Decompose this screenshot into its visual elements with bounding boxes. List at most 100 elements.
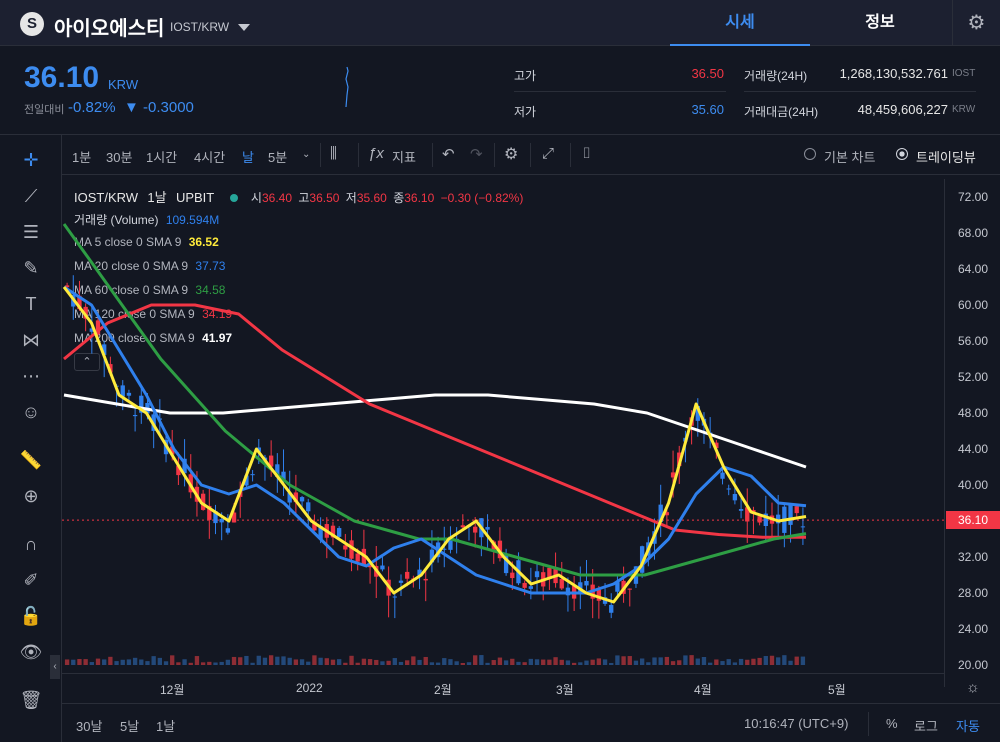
volume-bar [658, 657, 663, 665]
volume-bar [262, 657, 268, 665]
candle-body [584, 580, 589, 586]
log-toggle[interactable]: 로그 [914, 719, 938, 734]
volume-bar [473, 655, 478, 665]
legend-ma5: MA 5 close 0 SMA 9 36.52 [74, 235, 219, 249]
volume-bar [170, 655, 175, 665]
legend-header: IOST/KRW 1날 UPBIT 시36.40 고36.50 저35.60 종… [74, 187, 523, 206]
legend-ma20: MA 20 close 0 SMA 9 37.73 [74, 259, 225, 273]
candle-body [207, 505, 212, 520]
ma-label: MA 5 close 0 SMA 9 [74, 235, 182, 249]
legend-ma60: MA 60 close 0 SMA 9 34.58 [74, 283, 225, 297]
divider [514, 91, 726, 92]
chevron-down-icon[interactable] [238, 24, 250, 31]
magnet-icon[interactable]: ∩ [24, 534, 38, 554]
volume-bar [336, 659, 342, 665]
candle-body [788, 505, 793, 525]
price-axis[interactable] [944, 179, 1000, 687]
high-label: 고가 [514, 69, 537, 83]
candle-body [355, 553, 360, 562]
volume-bar [139, 659, 144, 665]
interval-5m[interactable]: 5분 [268, 150, 288, 165]
basic-chart-label[interactable]: 기본 차트 [824, 150, 876, 165]
volume-bar [231, 656, 237, 665]
lock-icon[interactable]: 🔓 [19, 606, 43, 626]
y-tick-label: 52.00 [958, 370, 989, 384]
range-5d[interactable]: 5날 [120, 719, 140, 734]
auto-toggle[interactable]: 자동 [956, 719, 980, 734]
trading-view-label[interactable]: 트레이딩뷰 [916, 150, 976, 165]
range-30d[interactable]: 30날 [76, 719, 103, 734]
candle-body [670, 472, 676, 478]
legend-interval: 1날 [147, 190, 167, 205]
camera-icon[interactable]: ⌷ [582, 145, 592, 162]
interval-1h[interactable]: 1시간 [146, 150, 178, 165]
indicators-button[interactable]: 지표 [392, 150, 416, 165]
volume-bar [516, 661, 521, 665]
trash-icon[interactable]: 🗑 [19, 690, 43, 710]
volume-bar [553, 657, 558, 665]
volume-bar [578, 662, 583, 665]
redo-icon[interactable]: ↷ [470, 146, 483, 163]
eye-icon[interactable]: 👁 [19, 642, 43, 662]
lock-drawing-icon[interactable]: ✐ [23, 570, 39, 590]
coin-pair[interactable]: IOST/KRW [170, 20, 230, 34]
candle-body [405, 571, 410, 579]
clock-time[interactable]: 10:16:47 (UTC+9) [744, 716, 849, 731]
chevron-down-icon[interactable]: ⌄ [302, 149, 311, 160]
candle-body [244, 475, 249, 486]
tab-info[interactable]: 정보 [865, 14, 895, 31]
candle-body [268, 455, 274, 467]
ruler-icon[interactable]: 📏 [19, 450, 43, 470]
trend-line-icon[interactable]: ⟋ [24, 186, 38, 206]
candle-body [275, 464, 280, 477]
interval-day[interactable]: 날 [242, 150, 254, 165]
horizontal-lines-icon[interactable]: ☰ [22, 222, 40, 242]
prediction-icon[interactable]: ⋯ [22, 366, 40, 386]
zoom-in-icon[interactable]: ⊕ [23, 486, 39, 506]
time-axis[interactable] [62, 673, 944, 703]
radio-trading-view[interactable] [896, 148, 908, 160]
collapse-legend-button[interactable]: ⌃ [74, 353, 100, 371]
undo-icon[interactable]: ↶ [442, 146, 455, 163]
pattern-icon[interactable]: ⋈ [22, 330, 40, 350]
fullscreen-icon[interactable]: ⤢ [542, 145, 555, 162]
function-icon[interactable]: ƒx [368, 145, 384, 162]
candle-body [485, 527, 490, 530]
interval-30m[interactable]: 30분 [106, 150, 133, 165]
axis-settings-icon[interactable]: ☼ [966, 679, 980, 696]
ma-label: MA 60 close 0 SMA 9 [74, 283, 189, 297]
radio-basic-chart[interactable] [804, 148, 816, 160]
price-chart[interactable] [62, 179, 944, 673]
amount-row: 거래대금(24H) [744, 103, 818, 120]
current-price: 36.10 [24, 61, 100, 94]
volume-value: 109.594M [165, 213, 220, 227]
legend-change: −0.30 (−0.82%) [440, 191, 524, 205]
volume-bar [287, 657, 292, 665]
tab-price[interactable]: 시세 [670, 0, 810, 46]
price-unit: KRW [108, 77, 139, 92]
candle-body [343, 545, 348, 550]
interval-1m[interactable]: 1분 [72, 150, 92, 165]
gear-icon[interactable]: ⚙ [952, 0, 1000, 46]
volume-bar [602, 659, 608, 665]
range-1d[interactable]: 1날 [156, 719, 176, 734]
candle-type-icon[interactable]: ⫼ [330, 145, 337, 162]
emoji-icon[interactable]: ☺ [21, 402, 41, 422]
brush-icon[interactable]: ✎ [23, 258, 39, 278]
collapse-toolbar-button[interactable]: ‹ [50, 655, 60, 679]
coin-name: 아이오에스티 [54, 18, 165, 40]
divider [570, 143, 571, 167]
crosshair-icon[interactable]: ✛ [23, 150, 39, 170]
settings-icon[interactable]: ⚙ [504, 146, 519, 163]
volume-bar [367, 659, 373, 665]
candle-body [423, 578, 428, 581]
candle-body [312, 521, 317, 531]
candle-body [176, 465, 181, 476]
volume-bar [571, 662, 577, 665]
volume-bar [318, 657, 323, 665]
x-tick-label: 3월 [556, 683, 574, 697]
text-tool-icon[interactable]: T [25, 294, 37, 314]
volume-bar [732, 662, 738, 665]
interval-4h[interactable]: 4시간 [194, 150, 226, 165]
percent-toggle[interactable]: % [886, 716, 898, 731]
